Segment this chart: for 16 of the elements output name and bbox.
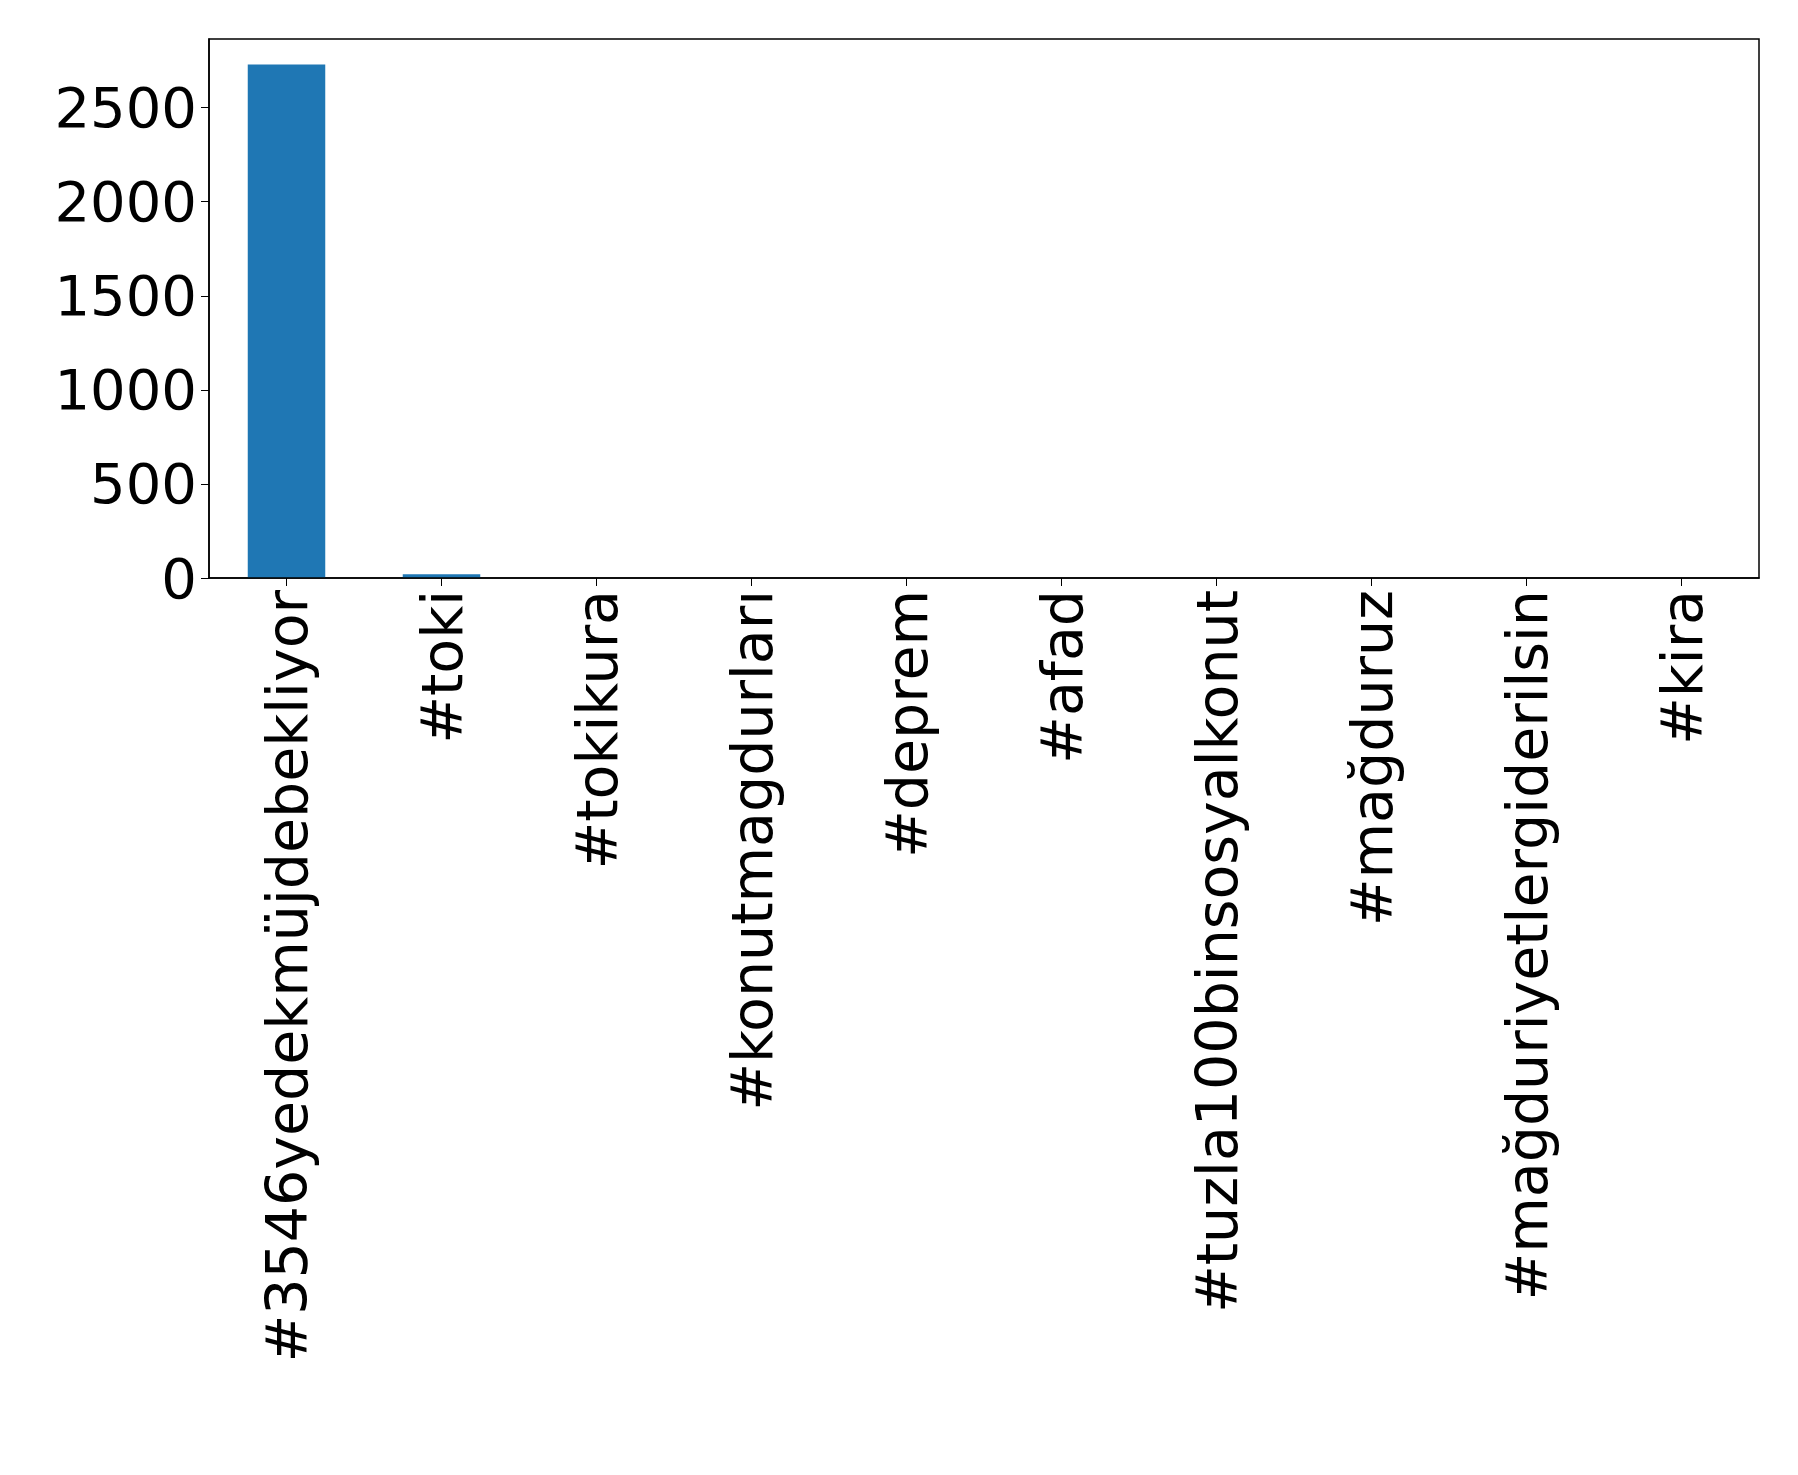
- y-tick-label: 1500: [54, 263, 197, 329]
- y-tick-label: 2000: [54, 169, 197, 235]
- x-tick-label: #toki: [408, 590, 475, 744]
- y-tick-label: 0: [161, 545, 197, 611]
- x-tick-label: #mağduriyetlergiderilsin: [1493, 590, 1560, 1301]
- y-tick-label: 1000: [54, 357, 197, 423]
- y-tick-label: 500: [90, 451, 197, 517]
- x-tick-label: #kira: [1648, 590, 1715, 745]
- x-tick-label: #3546yedekmüjdebekliyor: [253, 589, 320, 1363]
- x-tick-label: #afad: [1028, 590, 1095, 764]
- y-tick-label: 2500: [54, 75, 197, 141]
- x-tick-label: #mağduruz: [1338, 590, 1405, 927]
- x-tick-label: #deprem: [873, 590, 940, 858]
- x-tick-label: #tokikura: [563, 590, 630, 870]
- x-tick-label: #konutmagdurları: [718, 590, 785, 1111]
- x-tick-label: #tuzla100binsosyalkonut: [1183, 590, 1250, 1314]
